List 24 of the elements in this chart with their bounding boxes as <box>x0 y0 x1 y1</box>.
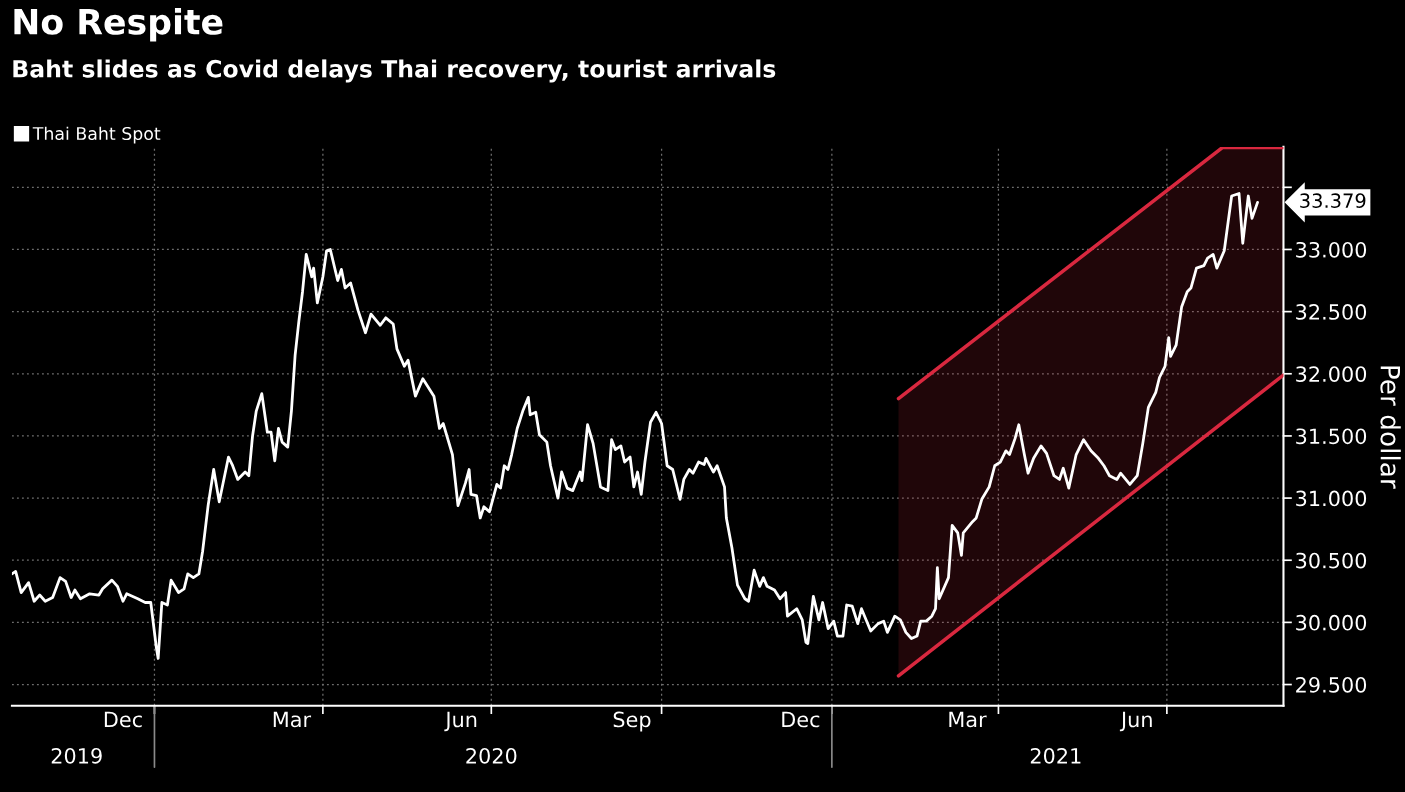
x2-tick-label: 2021 <box>1030 747 1081 764</box>
x-tick-label: Sep <box>613 711 651 732</box>
legend-label: Thai Baht Spot <box>32 126 161 144</box>
chart-subtitle: Baht slides as Covid delays Thai recovery, tourist arrivals <box>13 59 776 83</box>
line-series <box>11 192 1259 660</box>
y-tick-label: 29.500 <box>1296 676 1367 693</box>
x-tick-label: Dec <box>782 711 820 728</box>
y-tick-label: 33.000 <box>1296 241 1367 258</box>
y-tick-label: 30.500 <box>1296 552 1367 569</box>
x2-tick-label: 2019 <box>51 747 102 764</box>
y-tick-label: 31.000 <box>1296 490 1367 507</box>
y-tick-label: 31.500 <box>1296 428 1367 445</box>
x-tick-label: Jun <box>1119 711 1152 732</box>
x-tick-label: Mar <box>949 711 987 728</box>
y-tick-label: 32.000 <box>1296 366 1367 382</box>
y-tick-label: 32.500 <box>1296 304 1367 320</box>
x-tick-label: Dec <box>104 711 142 728</box>
x-tick-label: Mar <box>273 711 312 728</box>
annotation: 33.379 <box>1300 193 1366 208</box>
x-tick-label: Jun <box>444 711 477 732</box>
y-axis-title: Per dollar <box>1380 366 1401 489</box>
y-tick-label: 30.000 <box>1296 614 1367 631</box>
chart-title: No Respite <box>14 7 223 42</box>
x2-tick-label: 2020 <box>466 747 517 764</box>
